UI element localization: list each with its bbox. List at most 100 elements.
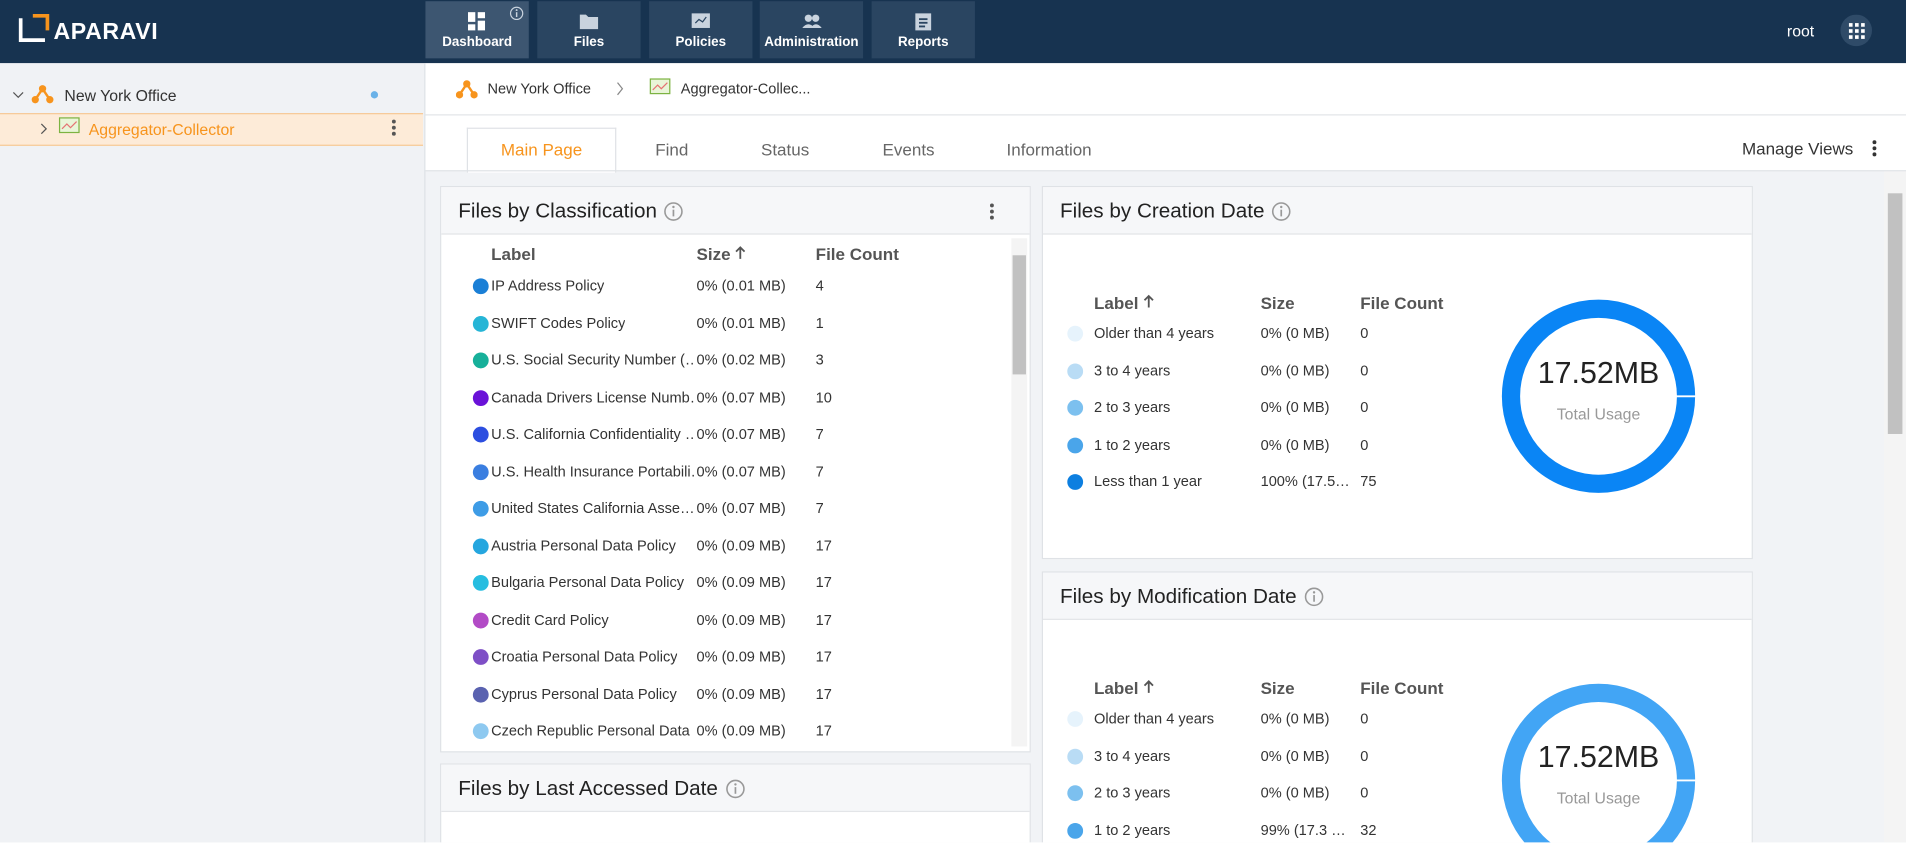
row-count: 4 <box>815 277 824 295</box>
widget: Files by Creation Date Label Size File Coun… <box>1041 185 1753 560</box>
legend-dot <box>472 500 489 517</box>
info-icon[interactable] <box>1272 202 1291 221</box>
nav-label[interactable]: Dashboard <box>442 35 513 50</box>
row-label: 1 to 2 years <box>1094 821 1171 839</box>
row-label: 2 to 3 years <box>1094 784 1171 802</box>
row-count: 17 <box>815 647 832 665</box>
column-header[interactable]: Size <box>1260 678 1295 698</box>
row-size: 0% (0.07 MB) <box>696 499 786 517</box>
tree-item[interactable]: Aggregator-Collector <box>88 120 235 139</box>
widget-header: Files by Modification Date <box>1042 572 1752 620</box>
row-size: 0% (0.02 MB) <box>696 351 786 369</box>
donut-chart <box>1501 299 1696 493</box>
tree-item[interactable]: New York Office <box>64 86 177 105</box>
row-label: 3 to 4 years <box>1094 361 1171 379</box>
collector-icon <box>649 78 671 95</box>
user-name[interactable]: root <box>1786 21 1815 41</box>
row-label: Austria Personal Data Policy <box>491 536 676 554</box>
donut-total: 17.52MB <box>1537 356 1660 391</box>
nav-label[interactable]: Reports <box>897 35 949 50</box>
row-label: Older than 4 years <box>1094 324 1215 342</box>
scroll-thumb[interactable] <box>1012 255 1026 375</box>
nav-button[interactable]: Files <box>537 1 641 59</box>
breadcrumb[interactable]: Aggregator-Collec... <box>680 80 811 98</box>
donut-total: 17.52MB <box>1537 740 1660 775</box>
row-label: 2 to 3 years <box>1094 398 1171 416</box>
row-count: 0 <box>1360 784 1369 802</box>
scrollbar[interactable] <box>1884 171 1906 843</box>
row-count: 1 <box>815 314 824 332</box>
nav-label[interactable]: Files <box>573 35 605 50</box>
row-label: Credit Card Policy <box>491 610 609 628</box>
column-header[interactable]: File Count <box>1360 678 1444 698</box>
column-header[interactable]: Label <box>1094 293 1154 312</box>
nav-button[interactable]: Reports <box>871 1 975 59</box>
info-icon[interactable] <box>725 779 745 799</box>
widget-header: Files by Last Accessed Date <box>441 764 1030 813</box>
header: APARAVI root Dashboard Files Policies Admin… <box>0 0 1906 64</box>
sort-icon[interactable] <box>1142 680 1154 695</box>
row-size: 0% (0 MB) <box>1260 435 1330 453</box>
tab[interactable]: Status <box>760 139 810 160</box>
scroll-thumb[interactable] <box>1887 193 1903 434</box>
tab[interactable]: Events <box>882 139 935 160</box>
legend-dot <box>472 426 489 443</box>
expand-icon[interactable] <box>39 123 49 135</box>
row-label: Less than 1 year <box>1094 472 1202 490</box>
expand-icon[interactable] <box>12 90 24 100</box>
row-count: 0 <box>1360 361 1369 379</box>
legend-dot <box>1067 437 1084 453</box>
row-count: 10 <box>815 388 832 406</box>
nav-label[interactable]: Policies <box>675 35 727 50</box>
info-icon[interactable] <box>1304 587 1323 607</box>
nav-label[interactable]: Administration <box>764 35 859 50</box>
row-count: 0 <box>1360 746 1369 765</box>
row-count: 3 <box>815 351 824 369</box>
sort-icon[interactable] <box>1142 294 1154 309</box>
row-label: IP Address Policy <box>491 277 605 295</box>
row-label: Older than 4 years <box>1094 709 1215 727</box>
column-header[interactable]: Size <box>697 244 747 264</box>
kebab-menu[interactable] <box>390 118 397 137</box>
nav-button[interactable]: Policies <box>649 1 753 59</box>
sort-icon[interactable] <box>734 246 746 261</box>
scrollbar[interactable] <box>1011 238 1028 747</box>
tab[interactable]: Main Page <box>500 139 583 160</box>
widget: Files by Last Accessed Date <box>440 763 1031 843</box>
status-dot <box>370 91 379 99</box>
column-header[interactable]: Size <box>1260 292 1295 313</box>
column-header[interactable]: Label <box>1094 678 1154 698</box>
donut-total-label: Total Usage <box>1556 404 1641 424</box>
column-header[interactable]: Label <box>491 244 536 264</box>
manage-views[interactable]: Manage Views <box>1741 138 1854 159</box>
apps-button[interactable] <box>1840 14 1873 47</box>
info-icon[interactable] <box>664 202 684 221</box>
row-count: 0 <box>1360 324 1369 342</box>
row-count: 0 <box>1360 435 1369 453</box>
widget-title: Files by Modification Date <box>1060 584 1297 608</box>
nav-button[interactable]: Administration <box>759 1 864 59</box>
legend-dot <box>472 463 489 480</box>
kebab-menu[interactable] <box>1871 139 1878 158</box>
legend-dot <box>472 389 489 406</box>
row-label: Canada Drivers License Numb… <box>491 388 695 406</box>
nav-icon <box>691 13 710 28</box>
row-label: SWIFT Codes Policy <box>491 314 626 332</box>
row-label: Czech Republic Personal Data … <box>491 722 695 740</box>
widget-header: Files by Creation Date <box>1042 187 1752 235</box>
divider <box>425 114 1906 116</box>
legend-dot <box>472 723 489 740</box>
tab[interactable]: Find <box>655 139 689 160</box>
legend-dot <box>1067 362 1084 379</box>
logo: APARAVI <box>53 19 159 45</box>
column-header[interactable]: File Count <box>1360 292 1444 313</box>
breadcrumb[interactable]: New York Office <box>487 80 591 98</box>
row-size: 0% (0.09 MB) <box>696 684 786 703</box>
info-icon[interactable] <box>509 6 524 21</box>
column-header[interactable]: File Count <box>815 244 899 264</box>
tab[interactable]: Information <box>1006 139 1092 160</box>
legend-dot <box>1067 748 1084 765</box>
row-size: 0% (0 MB) <box>1260 361 1330 379</box>
kebab-menu[interactable] <box>988 202 995 221</box>
legend-dot <box>472 537 489 554</box>
